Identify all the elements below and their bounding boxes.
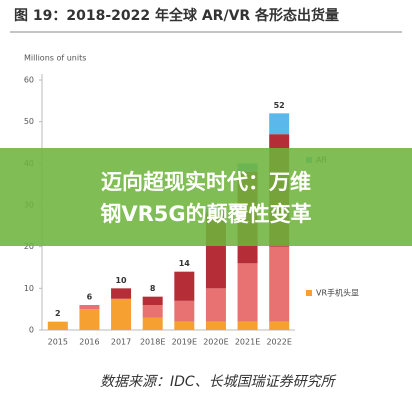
bar-segment xyxy=(205,321,226,330)
bar-segment xyxy=(269,321,290,330)
bar-segment xyxy=(111,288,132,299)
bar-segment xyxy=(142,317,163,330)
figure-title: 图 19：2018-2022 年全球 AR/VR 各形态出货量 xyxy=(14,7,339,24)
y-tick-label: 10 xyxy=(24,284,34,293)
total-label: 14 xyxy=(179,259,191,268)
legend-label: VR手机头显 xyxy=(316,288,359,298)
bar-segment xyxy=(111,298,132,330)
y-tick-label: 60 xyxy=(24,76,34,85)
bar-segment xyxy=(269,246,290,322)
x-tick-label: 2022E xyxy=(266,338,291,347)
banner-text: 钢VR5G的颠覆性变革 xyxy=(100,202,311,226)
y-axis-label: Millions of units xyxy=(24,54,86,63)
bar-segment xyxy=(174,300,195,322)
x-tick-label: 2016 xyxy=(79,338,99,347)
bar-segment xyxy=(205,288,226,322)
x-tick-label: 2021E xyxy=(235,338,260,347)
banner-band xyxy=(0,148,412,246)
bar-segment xyxy=(237,321,258,330)
x-tick-label: 2018E xyxy=(140,338,165,347)
x-tick-label: 2017 xyxy=(111,338,131,347)
bar-segment xyxy=(142,296,163,305)
banner-text: 迈向超现实时代：万维 xyxy=(101,170,311,194)
total-label: 10 xyxy=(115,276,127,285)
total-label: 2 xyxy=(55,309,61,318)
bar-segment xyxy=(142,305,163,318)
bar-segment xyxy=(79,309,100,330)
y-tick-label: 0 xyxy=(29,326,34,335)
bar-segment xyxy=(174,271,195,301)
x-tick-label: 2019E xyxy=(172,338,197,347)
y-tick-label: 20 xyxy=(24,242,34,251)
source-note: 数据来源：IDC、长城国瑞证券研究所 xyxy=(100,374,337,390)
legend-swatch xyxy=(306,290,312,296)
bar-segment xyxy=(269,113,290,135)
bar-segment xyxy=(79,305,100,310)
total-label: 52 xyxy=(274,101,285,110)
bar-segment xyxy=(237,263,258,322)
bar-segment xyxy=(174,321,195,330)
x-tick-label: 2015 xyxy=(48,338,68,347)
x-tick-label: 2020E xyxy=(203,338,228,347)
bar-segment xyxy=(47,321,68,330)
total-label: 6 xyxy=(87,293,93,302)
total-label: 8 xyxy=(150,284,156,293)
y-tick-label: 50 xyxy=(24,117,34,126)
